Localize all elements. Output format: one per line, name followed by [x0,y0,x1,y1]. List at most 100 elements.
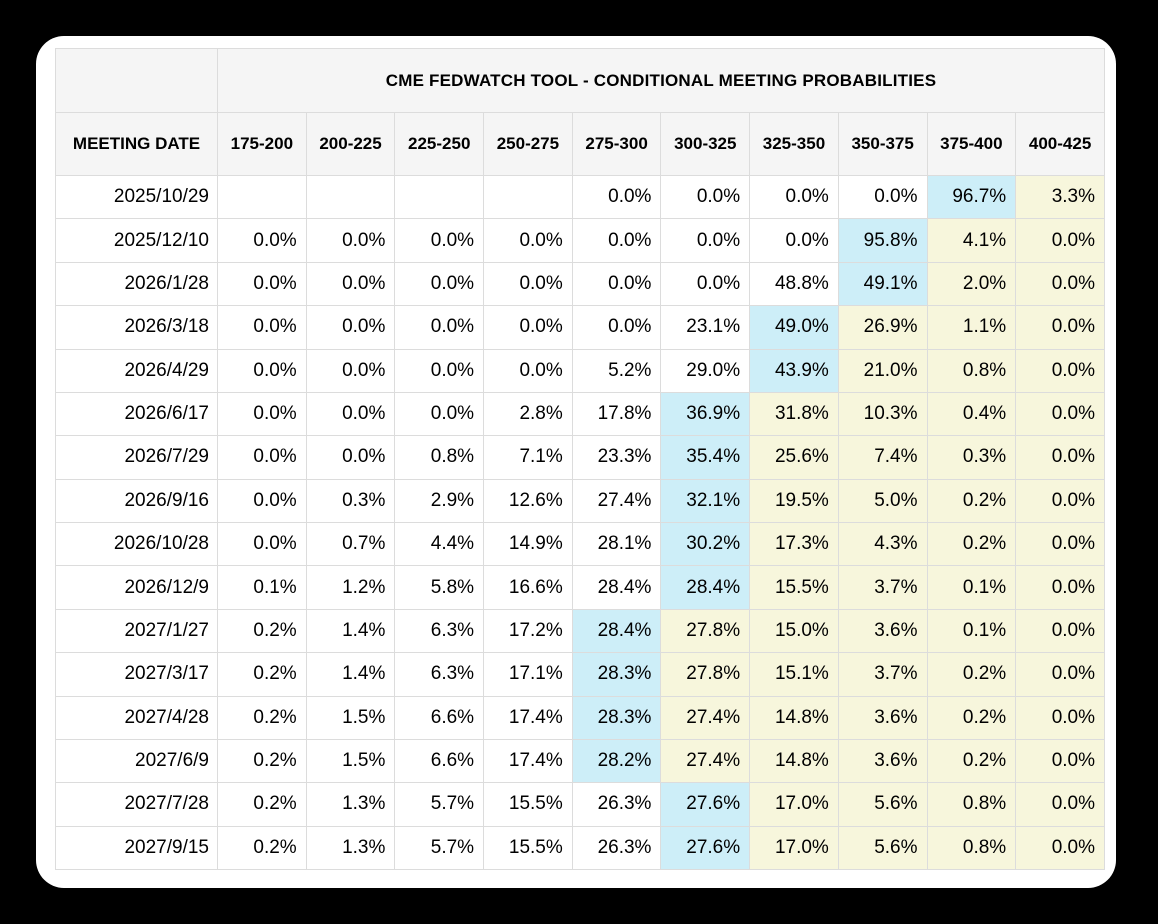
meeting-date-cell: 2026/12/9 [55,565,218,610]
probability-cell: 0.2% [926,738,1017,784]
probability-cell: 17.8% [571,391,662,437]
probability-cell: 0.1% [926,565,1017,610]
table-row: 2025/10/29 0.0% 0.0% 0.0% 0.0% 96.7% 3.3% [55,174,1105,220]
probability-cell: 1.4% [305,608,396,654]
probability-cell: 0.0% [483,261,573,307]
probability-cell: 0.0% [217,348,307,393]
meeting-date-cell: 2026/6/17 [55,391,218,437]
probability-cell: 5.6% [837,782,928,827]
probability-cell: 0.2% [217,825,307,871]
probability-cell: 0.0% [305,305,396,350]
probability-cell: 0.0% [217,305,307,350]
probability-cell: 28.3% [571,695,662,740]
meeting-date-cell: 2026/4/29 [55,348,218,393]
probability-cell: 26.3% [571,825,662,871]
meeting-date-cell: 2027/9/15 [55,825,218,871]
probability-cell: 14.8% [749,738,839,784]
probability-cell: 3.3% [1015,174,1105,220]
probability-cell: 0.0% [305,348,396,393]
probability-cell: 0.3% [305,478,396,524]
probability-cell: 95.8% [837,218,928,263]
probability-cell: 3.6% [837,608,928,654]
probability-cell: 15.5% [483,782,573,827]
probability-cell: 0.2% [217,608,307,654]
probability-cell: 0.7% [305,521,396,567]
probability-cell: 0.0% [660,174,751,220]
probability-cell: 17.0% [749,782,839,827]
probability-cell: 0.0% [1015,738,1105,784]
probability-cell: 30.2% [660,521,751,567]
probability-cell: 23.1% [660,305,751,350]
probability-cell: 0.0% [1015,391,1105,437]
table-row: 2027/6/9 0.2% 1.5% 6.6% 17.4% 28.2% 27.4% 14.8%… [55,738,1105,784]
probability-cell: 4.3% [837,521,928,567]
probability-cell: 6.6% [394,695,485,740]
probability-cell: 17.4% [483,695,573,740]
probability-cell [394,174,485,220]
probability-cell: 0.0% [749,174,839,220]
meeting-date-cell: 2026/1/28 [55,261,218,307]
probability-cell: 10.3% [837,391,928,437]
probability-cell: 0.0% [1015,782,1105,827]
probability-cell: 0.0% [394,305,485,350]
probability-cell: 96.7% [926,174,1017,220]
probability-cell: 16.6% [483,565,573,610]
probability-cell: 0.2% [217,652,307,697]
probability-cell: 0.2% [926,652,1017,697]
rate-range-column-header: 225-250 [394,112,485,176]
table-row: 2026/12/9 0.1% 1.2% 5.8% 16.6% 28.4% 28.4% 15.5… [55,565,1105,610]
probability-cell: 1.2% [305,565,396,610]
table-row: 2027/7/28 0.2% 1.3% 5.7% 15.5% 26.3% 27.6% 17.0… [55,782,1105,827]
probability-cell: 28.4% [571,608,662,654]
probability-cell: 0.0% [1015,825,1105,871]
meeting-date-cell: 2026/10/28 [55,521,218,567]
probability-cell: 17.1% [483,652,573,697]
rate-range-column-header: 175-200 [217,112,307,176]
probability-cell: 28.2% [571,738,662,784]
probability-cell: 0.8% [394,435,485,480]
meeting-date-cell: 2026/7/29 [55,435,218,480]
table-row: 2026/3/18 0.0% 0.0% 0.0% 0.0% 0.0% 23.1% 49.0% 2… [55,305,1105,350]
probability-cell: 0.0% [394,261,485,307]
probability-cell: 0.0% [1015,608,1105,654]
probability-cell [217,174,307,220]
rate-range-column-header: 200-225 [305,112,396,176]
probability-cell: 27.4% [660,695,751,740]
probability-cell: 0.8% [926,782,1017,827]
probability-cell: 0.0% [305,391,396,437]
probability-cell: 25.6% [749,435,839,480]
probability-cell: 0.0% [1015,261,1105,307]
meeting-date-column-header: MEETING DATE [55,112,218,176]
probability-cell [483,174,573,220]
probability-cell: 15.5% [483,825,573,871]
probability-cell: 0.0% [217,391,307,437]
probability-cell: 23.3% [571,435,662,480]
probability-cell: 5.6% [837,825,928,871]
rate-range-column-header: 275-300 [571,112,662,176]
probability-cell: 17.4% [483,738,573,784]
probability-cell: 49.1% [837,261,928,307]
probability-cell: 0.0% [217,478,307,524]
rate-range-column-header: 300-325 [660,112,751,176]
probability-cell: 32.1% [660,478,751,524]
probability-cell: 0.0% [1015,652,1105,697]
probability-cell: 0.0% [660,261,751,307]
probability-cell: 0.0% [217,218,307,263]
probability-cell: 17.0% [749,825,839,871]
probability-cell [305,174,396,220]
probability-cell: 28.4% [660,565,751,610]
probability-cell: 17.2% [483,608,573,654]
probability-cell: 1.3% [305,825,396,871]
probability-cell: 0.0% [749,218,839,263]
probability-cell: 7.1% [483,435,573,480]
probability-cell: 31.8% [749,391,839,437]
probability-cell: 0.1% [217,565,307,610]
probability-cell: 15.5% [749,565,839,610]
rate-range-column-header: 250-275 [483,112,573,176]
probability-cell: 7.4% [837,435,928,480]
meeting-date-cell: 2026/9/16 [55,478,218,524]
table-row: 2026/4/29 0.0% 0.0% 0.0% 0.0% 5.2% 29.0% 43.9% 2… [55,348,1105,393]
probability-cell: 4.1% [926,218,1017,263]
probability-cell: 5.2% [571,348,662,393]
table-header: CME FEDWATCH TOOL - CONDITIONAL MEETING … [55,48,1105,176]
